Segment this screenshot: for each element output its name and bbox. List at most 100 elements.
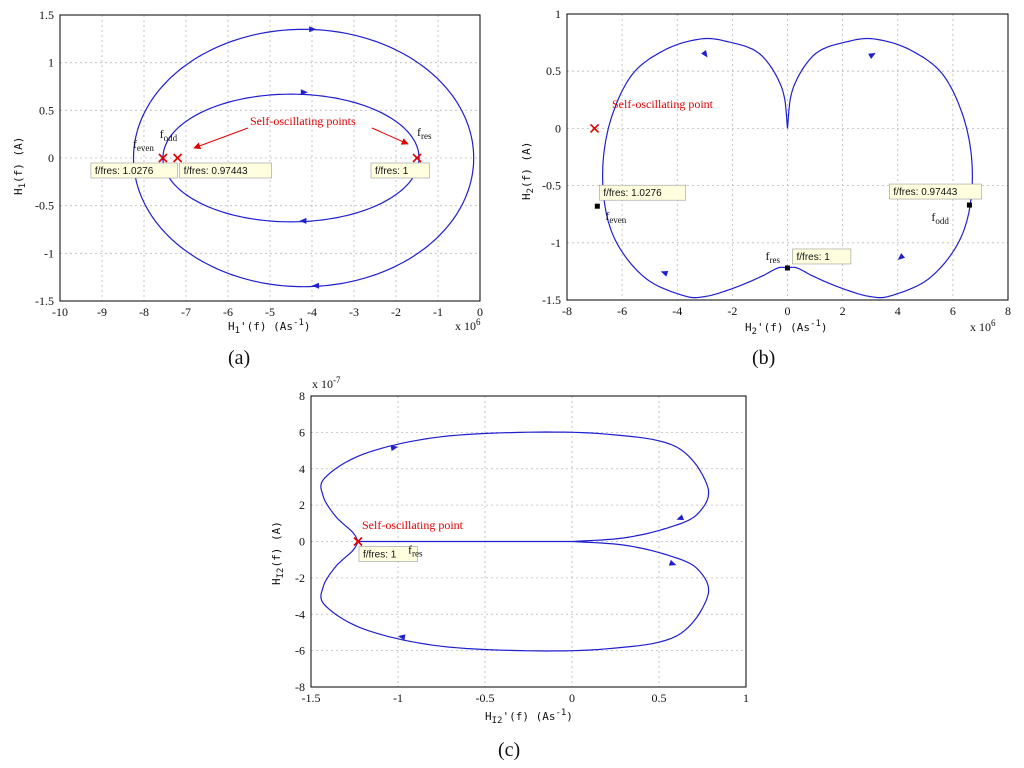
y-tick-label: -1 xyxy=(44,246,54,260)
x-tick-label: -5 xyxy=(265,305,275,319)
x-tick-label: -4 xyxy=(307,305,317,319)
panel-label: (b) xyxy=(752,347,775,369)
panel-c: -1.5 -1 -0.5 0 0.5 1 -8 -6 -4 -2 0 2 4 6 8 f/fres: 1 fr… xyxy=(270,375,749,761)
x-tick-label: 2 xyxy=(840,304,846,318)
datatip-label: f/fres: 1.0276 xyxy=(603,188,662,199)
curve-series-1 xyxy=(320,431,710,652)
annotation-arrow-right xyxy=(371,127,409,145)
annotation-arrow-left xyxy=(193,127,249,150)
datatip-label: f/fres: 1 xyxy=(363,550,397,561)
y-tick-label: -0.5 xyxy=(35,199,54,213)
markers: f/fres: 1.0276 f/fres: 0.97443 f/fres: 1 fe… xyxy=(90,125,432,179)
datatip-label: f/fres: 1 xyxy=(797,252,831,263)
datatip: f/fres: 1 xyxy=(370,162,430,179)
x-tick-label: 4 xyxy=(895,304,901,318)
y-tick-label: 1.5 xyxy=(39,8,54,22)
tick-labels: -1.5 -1 -0.5 0 0.5 1 -8 -6 -4 -2 0 2 4 6 8 xyxy=(295,389,749,705)
datatip: f/fres: 1.0276 xyxy=(599,184,687,201)
datatip: f/fres: 1 xyxy=(358,546,418,562)
datatip: f/fres: 0.97443 xyxy=(889,183,982,200)
x-tick-label: -8 xyxy=(139,305,149,319)
direction-arrow xyxy=(390,445,398,452)
datatip-label: f/fres: 1.0276 xyxy=(95,166,154,177)
tick-labels: -10 -9 -8 -7 -6 -5 -4 -3 -2 -1 0-1.5-1-0.500.511.5 xyxy=(35,8,483,319)
y-tick-label: 0.5 xyxy=(546,64,561,78)
x-tick-label: 0.5 xyxy=(652,691,667,705)
curves xyxy=(132,26,475,289)
x-axis-label: H2'(f) (As-1) xyxy=(745,319,828,337)
x-tick-label: 1 xyxy=(743,691,749,705)
self-oscillating-annotation: Self-oscillating points xyxy=(250,114,356,128)
direction-arrow xyxy=(660,270,669,277)
y-multiplier: x 10-7 xyxy=(312,375,341,391)
self-oscillating-annotation: Self-oscillating point xyxy=(612,97,714,111)
x-tick-label: -1.5 xyxy=(302,691,321,705)
y-axis-label: H2(f) (A) xyxy=(520,142,536,200)
direction-arrow xyxy=(309,26,317,33)
direction-arrow xyxy=(299,217,307,224)
x-tick-label: 6 xyxy=(950,304,956,318)
freq-symbol: feven xyxy=(133,137,154,153)
direction-arrow xyxy=(300,89,308,96)
panel-label: (c) xyxy=(498,739,520,761)
x-tick-label: -6 xyxy=(223,305,233,319)
x-multiplier: x 106 xyxy=(455,317,481,333)
freq-symbol: fodd xyxy=(931,210,949,226)
panel-a: -10 -9 -8 -7 -6 -5 -4 -3 -2 -1 0-1.5-1-0.500.511.5… xyxy=(12,8,483,369)
grid xyxy=(566,13,1009,301)
curves xyxy=(601,37,974,299)
x-tick-label: -1 xyxy=(433,305,443,319)
datatip: f/fres: 0.97443 xyxy=(179,162,272,179)
x-tick-label: -10 xyxy=(52,305,68,319)
datatip-label: f/fres: 0.97443 xyxy=(893,187,957,198)
direction-arrow xyxy=(676,514,685,521)
x-tick-label: -6 xyxy=(617,304,627,318)
y-tick-label: 0 xyxy=(299,535,305,549)
x-tick-label: -9 xyxy=(97,305,107,319)
direction-arrow xyxy=(668,559,677,566)
tick-labels: -8 -6 -4 -2 0 2 4 6 8 -1.5 -1 -0.5 0 0.5 1 xyxy=(542,7,1011,318)
x-tick-label: 0 xyxy=(569,691,575,705)
y-tick-label: -0.5 xyxy=(542,179,561,193)
x-tick-label: 0 xyxy=(785,304,791,318)
x-axis-label: HI2'(f) (As-1) xyxy=(485,708,573,726)
curve-series-2 xyxy=(132,28,475,288)
datatip: f/fres: 1.0276 xyxy=(90,162,178,179)
freq-symbol: fres xyxy=(766,249,781,265)
x-tick-label: -2 xyxy=(727,304,737,318)
datatip-label: f/fres: 0.97443 xyxy=(184,166,248,177)
freq-symbol: fres xyxy=(417,125,432,141)
x-tick-label: -2 xyxy=(391,305,401,319)
y-tick-label: -4 xyxy=(295,607,305,621)
y-tick-label: 0 xyxy=(48,151,54,165)
y-tick-label: 2 xyxy=(299,498,305,512)
markers: f/fres: 1 fres xyxy=(353,536,423,562)
direction-arrow xyxy=(868,52,876,59)
axes-frame xyxy=(59,14,481,302)
x-tick-label: -4 xyxy=(672,304,682,318)
direction-arrow xyxy=(701,50,708,58)
panel-label: (a) xyxy=(228,347,250,369)
x-tick-label: -8 xyxy=(562,304,572,318)
panel-b: -8 -6 -4 -2 0 2 4 6 8 -1.5 -1 -0.5 0 0.5 1 f/fres: 1.0… xyxy=(520,7,1011,369)
axes-frame xyxy=(566,13,1009,301)
y-tick-label: -8 xyxy=(295,680,305,694)
direction-arrow xyxy=(897,253,906,260)
y-tick-label: 6 xyxy=(299,425,305,439)
x-tick-label: -7 xyxy=(181,305,191,319)
y-tick-label: 8 xyxy=(299,389,305,403)
x-marker xyxy=(158,153,168,163)
x-tick-label: 0 xyxy=(477,305,483,319)
markers: f/fres: 1.0276 f/fres: 0.97443 f/fres: 1 fe… xyxy=(589,123,982,271)
y-axis-label: HI2(f) (A) xyxy=(270,521,286,585)
datatip-label: f/fres: 1 xyxy=(375,166,409,177)
x-marker xyxy=(173,153,183,163)
freq-symbol: fodd xyxy=(160,127,178,143)
curve-series-1 xyxy=(601,37,974,299)
y-tick-label: 1 xyxy=(555,7,561,21)
datatip: f/fres: 1 xyxy=(792,248,852,265)
x-marker xyxy=(412,153,422,163)
x-tick-label: 8 xyxy=(1005,304,1011,318)
x-tick-label: -1 xyxy=(393,691,403,705)
